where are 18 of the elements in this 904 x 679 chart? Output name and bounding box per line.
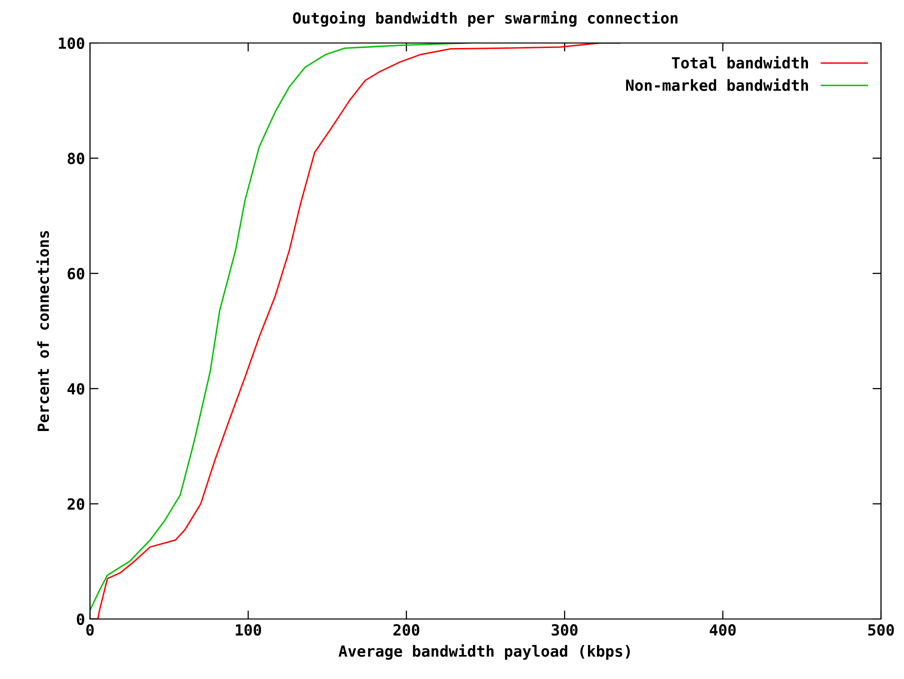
y-tick-label: 0 xyxy=(76,613,84,626)
line-series xyxy=(90,43,470,612)
legend-label: Non-marked bandwidth xyxy=(626,78,808,91)
x-tick-label: 0 xyxy=(86,624,94,636)
x-axis-title: Average bandwidth payload (kbps) xyxy=(338,644,630,660)
x-tick-label: 100 xyxy=(236,624,262,636)
x-tick-label: 300 xyxy=(552,624,578,636)
legend-label: Total bandwidth xyxy=(672,56,808,69)
chart-title: Outgoing bandwidth per swarming connection xyxy=(293,11,678,27)
x-tick-label: 400 xyxy=(710,624,736,636)
y-tick-label: 40 xyxy=(68,383,84,395)
y-tick-label: 20 xyxy=(68,498,84,510)
y-axis-title: Percent of connections xyxy=(36,231,50,431)
y-tick-label: 60 xyxy=(68,268,84,280)
y-tick-label: 80 xyxy=(68,152,84,164)
x-tick-label: 200 xyxy=(393,624,420,636)
y-tick-label: 100 xyxy=(58,37,84,50)
x-tick-label: 500 xyxy=(868,624,894,636)
